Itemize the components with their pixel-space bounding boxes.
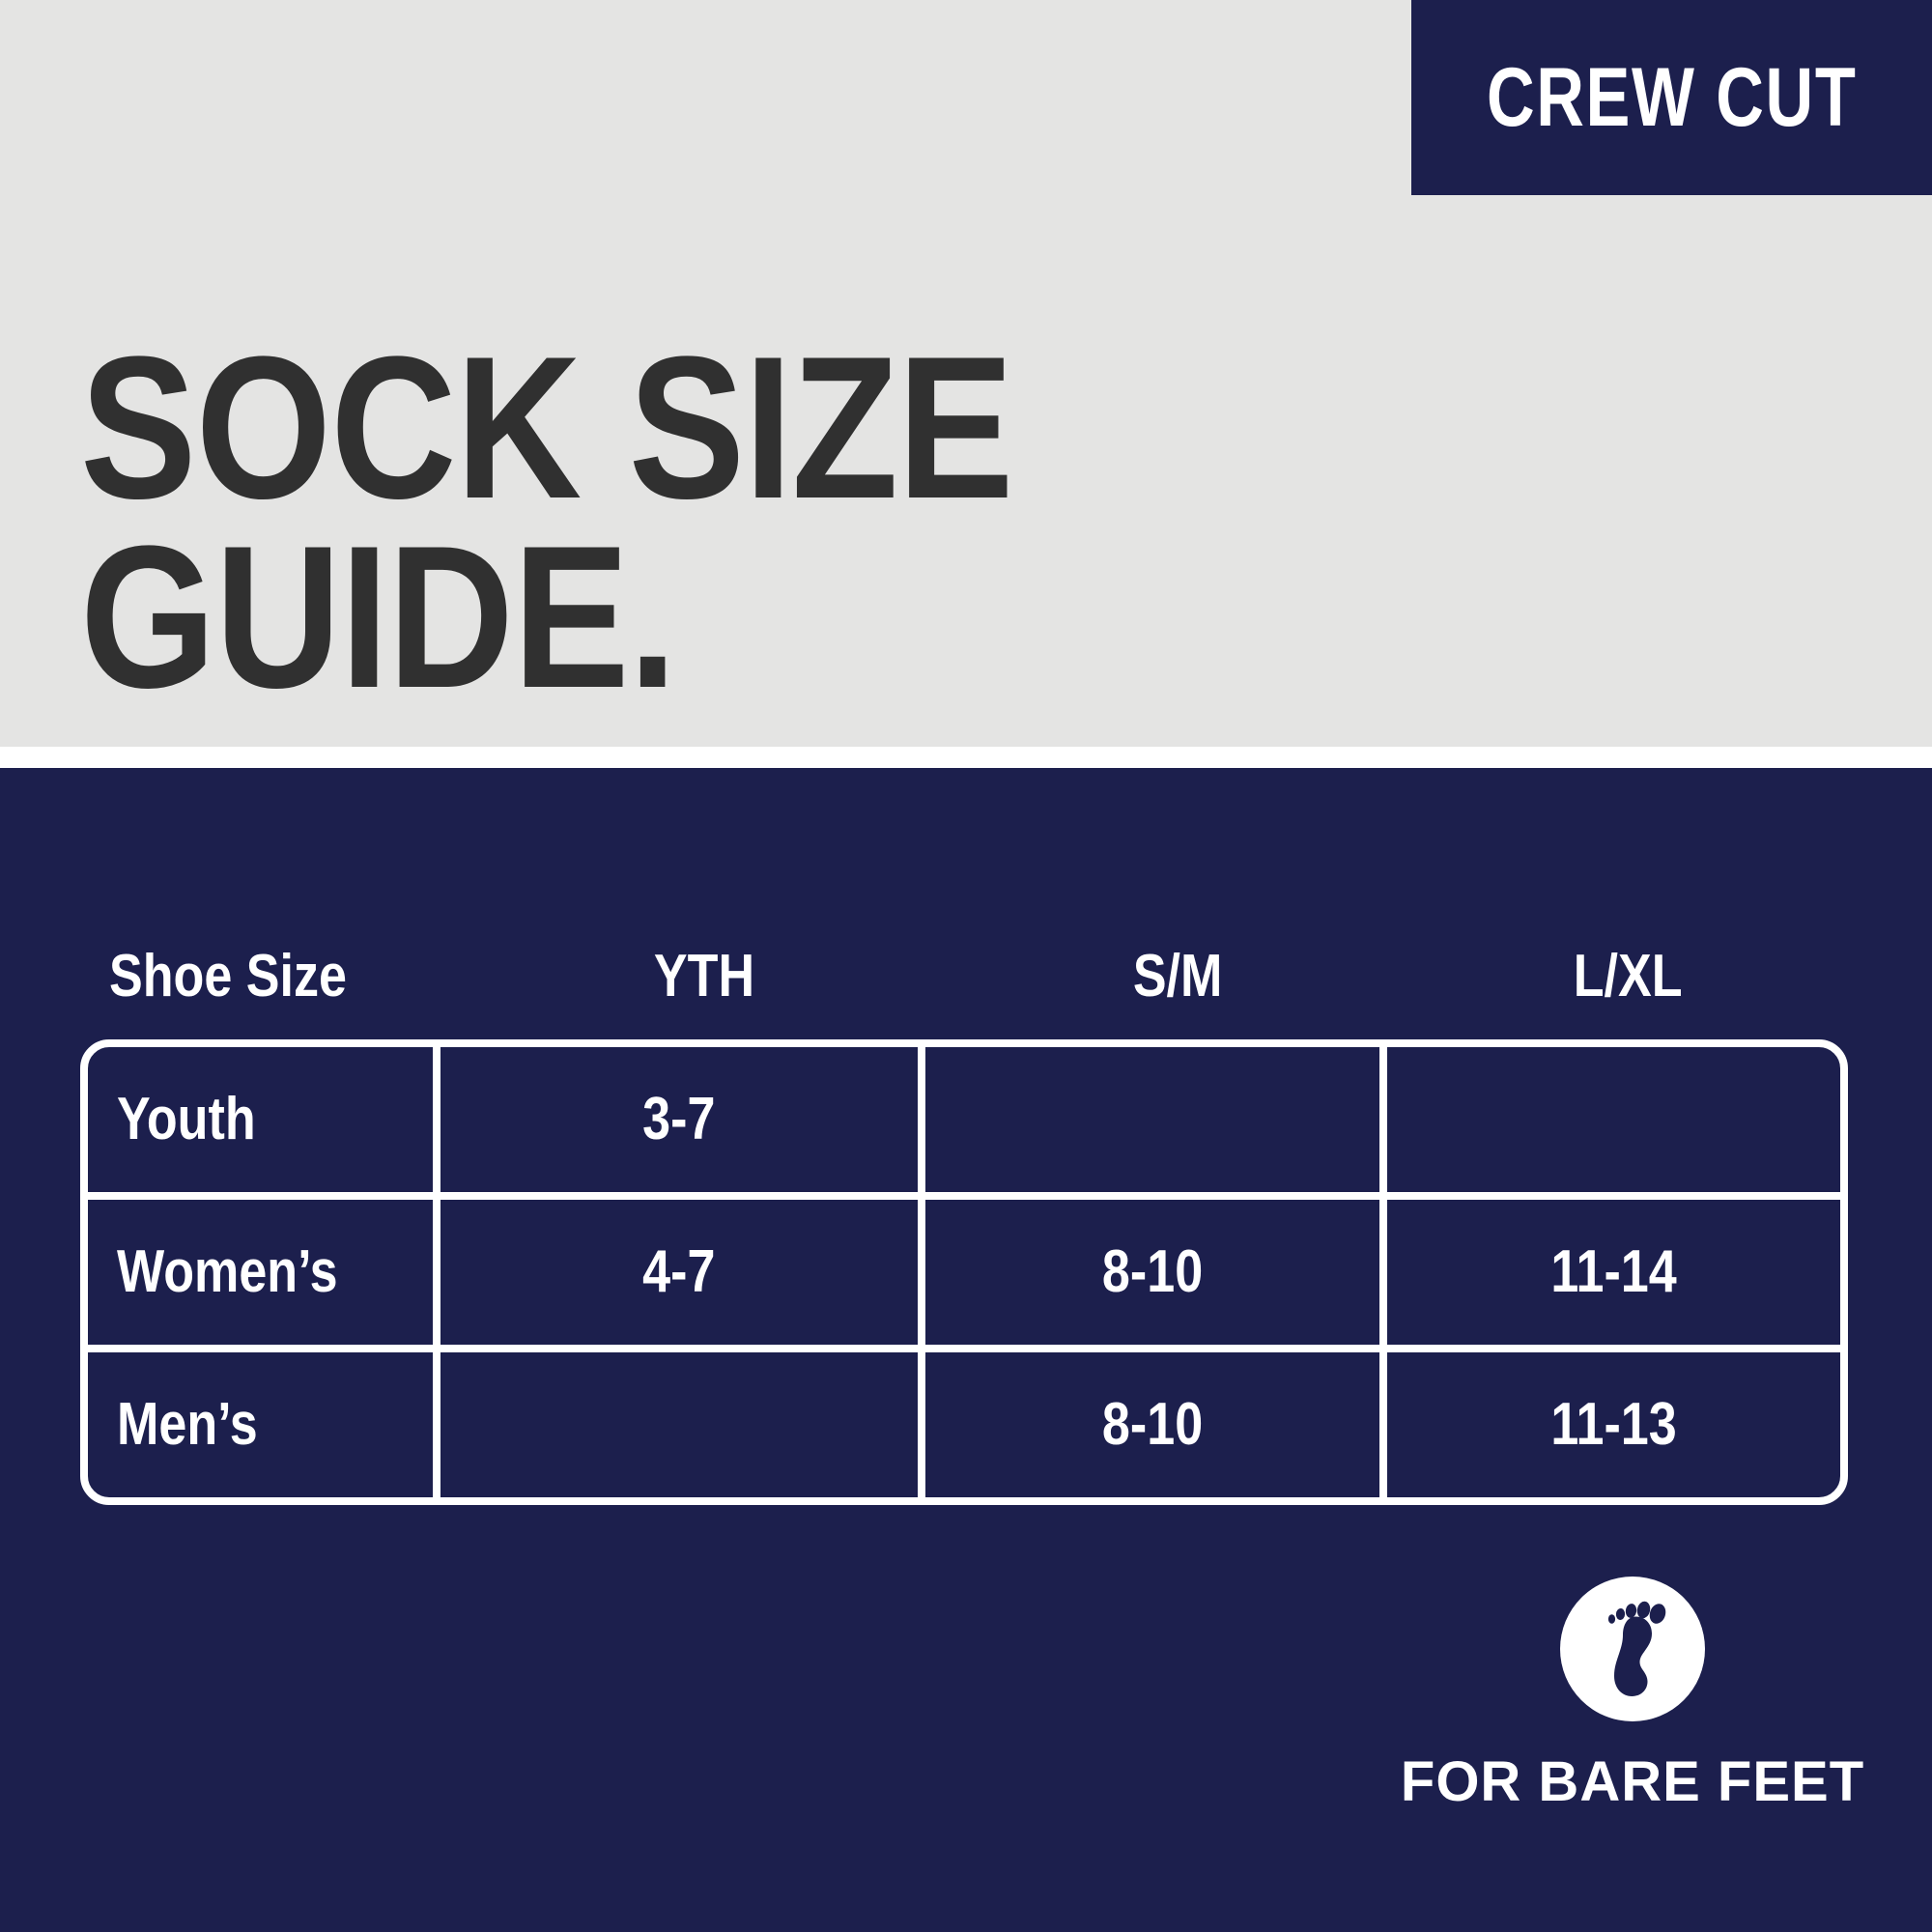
brand-lockup: FOR BARE FEET	[1401, 1577, 1863, 1810]
cell-value: Youth	[117, 1086, 256, 1152]
cell-womens-lxl: 11-14	[1387, 1200, 1840, 1345]
table-header-row: Shoe Size YTH S/M L/XL	[80, 913, 1848, 1039]
cell-value: 3-7	[642, 1086, 716, 1152]
cell-mens-lxl: 11-13	[1387, 1352, 1840, 1497]
header-panel: CREW CUT SOCK SIZE GUIDE.	[0, 0, 1932, 747]
column-header-shoe-size: Shoe Size	[80, 942, 462, 1009]
cell-value: 11-13	[1550, 1391, 1677, 1458]
table-row: Men’s 8-10 11-13	[88, 1352, 1840, 1497]
content-panel: Shoe Size YTH S/M L/XL Youth	[0, 768, 1932, 1932]
cell-value: Women’s	[117, 1238, 338, 1305]
column-header-label: Shoe Size	[109, 942, 348, 1009]
cell-value: Men’s	[117, 1391, 258, 1458]
crew-cut-badge-label: CREW CUT	[1486, 51, 1858, 144]
row-label-youth: Youth	[88, 1047, 440, 1192]
cell-womens-yth: 4-7	[440, 1200, 925, 1345]
cell-value: 11-14	[1550, 1238, 1677, 1305]
page-title-text: SOCK SIZE GUIDE.	[80, 314, 1013, 730]
cell-mens-sm: 8-10	[925, 1352, 1387, 1497]
column-header-lxl: L/XL	[1408, 942, 1848, 1009]
cell-value: 4-7	[642, 1238, 716, 1305]
cell-womens-sm: 8-10	[925, 1200, 1387, 1345]
crew-cut-badge: CREW CUT	[1411, 0, 1932, 195]
table-row: Youth 3-7	[88, 1047, 1840, 1200]
column-header-label: S/M	[1132, 942, 1223, 1009]
brand-name: FOR BARE FEET	[1400, 1750, 1865, 1813]
cell-value: 8-10	[1101, 1391, 1204, 1458]
row-label-womens: Women’s	[88, 1200, 440, 1345]
page-title: SOCK SIZE GUIDE.	[80, 145, 1336, 899]
column-header-sm: S/M	[947, 942, 1408, 1009]
column-header-label: YTH	[653, 942, 755, 1009]
column-header-label: L/XL	[1574, 942, 1683, 1009]
table-body: Youth 3-7 Women’s	[80, 1039, 1848, 1505]
column-header-yth: YTH	[462, 942, 947, 1009]
table-row: Women’s 4-7 8-10 11-14	[88, 1200, 1840, 1352]
row-label-mens: Men’s	[88, 1352, 440, 1497]
cell-youth-lxl	[1387, 1047, 1840, 1192]
cell-youth-yth: 3-7	[440, 1047, 925, 1192]
cell-value: 8-10	[1101, 1238, 1204, 1305]
size-table: Shoe Size YTH S/M L/XL Youth	[80, 913, 1848, 1505]
bare-foot-icon	[1560, 1577, 1705, 1721]
cell-mens-yth	[440, 1352, 925, 1497]
cell-youth-sm	[925, 1047, 1387, 1192]
